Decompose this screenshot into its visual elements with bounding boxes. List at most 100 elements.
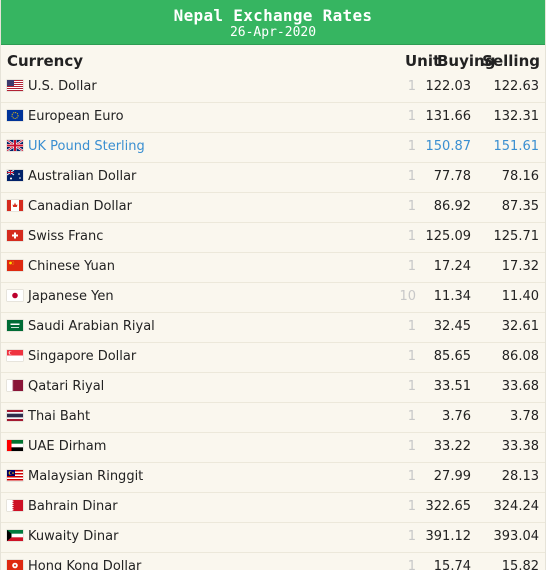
currency-name: Qatari Riyal	[28, 379, 105, 394]
table-row[interactable]: Hong Kong Dollar 1 15.74 15.82	[1, 552, 545, 570]
currency-name: Malaysian Ringgit	[28, 469, 144, 484]
selling-rate: 32.61	[501, 319, 539, 334]
unit-value: 1	[407, 139, 416, 154]
currency-name: European Euro	[28, 109, 124, 124]
currency-name: Australian Dollar	[28, 169, 137, 184]
jp-flag-icon	[7, 290, 23, 301]
table-row[interactable]: Chinese Yuan 1 17.24 17.32	[1, 252, 545, 283]
hk-flag-icon	[7, 560, 23, 570]
table-row[interactable]: Qatari Riyal 1 33.51 33.68	[1, 372, 545, 403]
selling-rate: 393.04	[493, 529, 540, 544]
uk-flag-icon	[7, 140, 23, 151]
selling-rate: 324.24	[493, 499, 540, 514]
selling-rate: 17.32	[501, 259, 539, 274]
currency-name: Japanese Yen	[28, 289, 114, 304]
table-row[interactable]: Saudi Arabian Riyal 1 32.45 32.61	[1, 312, 545, 343]
currency-name: Singapore Dollar	[28, 349, 137, 364]
qa-flag-icon	[7, 380, 23, 391]
buying-rate: 33.51	[433, 379, 471, 394]
unit-value: 1	[407, 199, 416, 214]
unit-value: 1	[407, 499, 416, 514]
column-header-unit: Unit	[405, 52, 441, 70]
currency-name: Hong Kong Dollar	[28, 559, 142, 570]
table-row[interactable]: Swiss Franc 1 125.09 125.71	[1, 222, 545, 253]
ae-flag-icon	[7, 440, 23, 451]
unit-value: 1	[407, 319, 416, 334]
buying-rate: 86.92	[433, 199, 471, 214]
currency-name: Canadian Dollar	[28, 199, 132, 214]
column-header-currency: Currency	[7, 52, 84, 70]
my-flag-icon	[7, 470, 23, 481]
table-row[interactable]: Kuwaity Dinar 1 391.12 393.04	[1, 522, 545, 553]
selling-rate: 33.38	[501, 439, 539, 454]
table-row[interactable]: European Euro 1 131.66 132.31	[1, 102, 545, 133]
table-row[interactable]: Japanese Yen 10 11.34 11.40	[1, 282, 545, 313]
unit-value: 1	[407, 379, 416, 394]
column-header-buying: Buying	[437, 52, 496, 70]
th-flag-icon	[7, 410, 23, 421]
selling-rate: 78.16	[501, 169, 539, 184]
unit-value: 1	[407, 559, 416, 570]
buying-rate: 131.66	[425, 109, 472, 124]
table-row[interactable]: U.S. Dollar 1 122.03 122.63	[1, 72, 545, 103]
eu-flag-icon	[7, 110, 23, 121]
unit-value: 10	[399, 289, 416, 304]
currency-name: Chinese Yuan	[28, 259, 115, 274]
unit-value: 1	[407, 79, 416, 94]
table-row[interactable]: UAE Dirham 1 33.22 33.38	[1, 432, 545, 463]
selling-rate: 86.08	[501, 349, 539, 364]
column-header-selling: Selling	[482, 52, 540, 70]
bh-flag-icon	[7, 500, 23, 511]
unit-value: 1	[407, 349, 416, 364]
selling-rate: 3.78	[510, 409, 539, 424]
currency-name: Bahrain Dinar	[28, 499, 118, 514]
buying-rate: 122.03	[425, 79, 472, 94]
au-flag-icon	[7, 170, 23, 181]
selling-rate: 125.71	[493, 229, 540, 244]
rate-date: 26-Apr-2020	[229, 25, 317, 40]
sg-flag-icon	[7, 350, 23, 361]
currency-name: Kuwaity Dinar	[28, 529, 119, 544]
cn-flag-icon	[7, 260, 23, 271]
buying-rate: 125.09	[425, 229, 472, 244]
unit-value: 1	[407, 409, 416, 424]
ca-flag-icon	[7, 200, 23, 211]
table-row[interactable]: UK Pound Sterling 1 150.87 151.61	[1, 132, 545, 163]
table-row[interactable]: Thai Baht 1 3.76 3.78	[1, 402, 545, 433]
sa-flag-icon	[7, 320, 23, 331]
table-header: Currency Unit Buying Selling	[1, 48, 545, 74]
selling-rate: 11.40	[501, 289, 539, 304]
table-row[interactable]: Singapore Dollar 1 85.65 86.08	[1, 342, 545, 373]
unit-value: 1	[407, 229, 416, 244]
selling-rate: 132.31	[493, 109, 540, 124]
ch-flag-icon	[7, 230, 23, 241]
table-row[interactable]: Malaysian Ringgit 1 27.99 28.13	[1, 462, 545, 493]
unit-value: 1	[407, 259, 416, 274]
table-row[interactable]: Australian Dollar 1 77.78 78.16	[1, 162, 545, 193]
buying-rate: 322.65	[425, 499, 472, 514]
buying-rate: 3.76	[442, 409, 471, 424]
currency-name: Swiss Franc	[28, 229, 104, 244]
selling-rate: 28.13	[501, 469, 539, 484]
table-row[interactable]: Canadian Dollar 1 86.92 87.35	[1, 192, 545, 223]
currency-name: Saudi Arabian Riyal	[28, 319, 155, 334]
selling-rate: 151.61	[493, 139, 540, 154]
currency-name: UK Pound Sterling	[28, 139, 145, 154]
buying-rate: 11.34	[433, 289, 471, 304]
buying-rate: 391.12	[425, 529, 472, 544]
widget-title: Nepal Exchange Rates	[173, 6, 373, 25]
kw-flag-icon	[7, 530, 23, 541]
buying-rate: 33.22	[433, 439, 471, 454]
buying-rate: 150.87	[425, 139, 472, 154]
selling-rate: 33.68	[501, 379, 539, 394]
buying-rate: 32.45	[433, 319, 471, 334]
unit-value: 1	[407, 439, 416, 454]
currency-name: U.S. Dollar	[28, 79, 97, 94]
unit-value: 1	[407, 109, 416, 124]
table-row[interactable]: Bahrain Dinar 1 322.65 324.24	[1, 492, 545, 523]
currency-name: Thai Baht	[28, 409, 91, 424]
unit-value: 1	[407, 529, 416, 544]
buying-rate: 15.74	[433, 559, 471, 570]
currency-name: UAE Dirham	[28, 439, 107, 454]
